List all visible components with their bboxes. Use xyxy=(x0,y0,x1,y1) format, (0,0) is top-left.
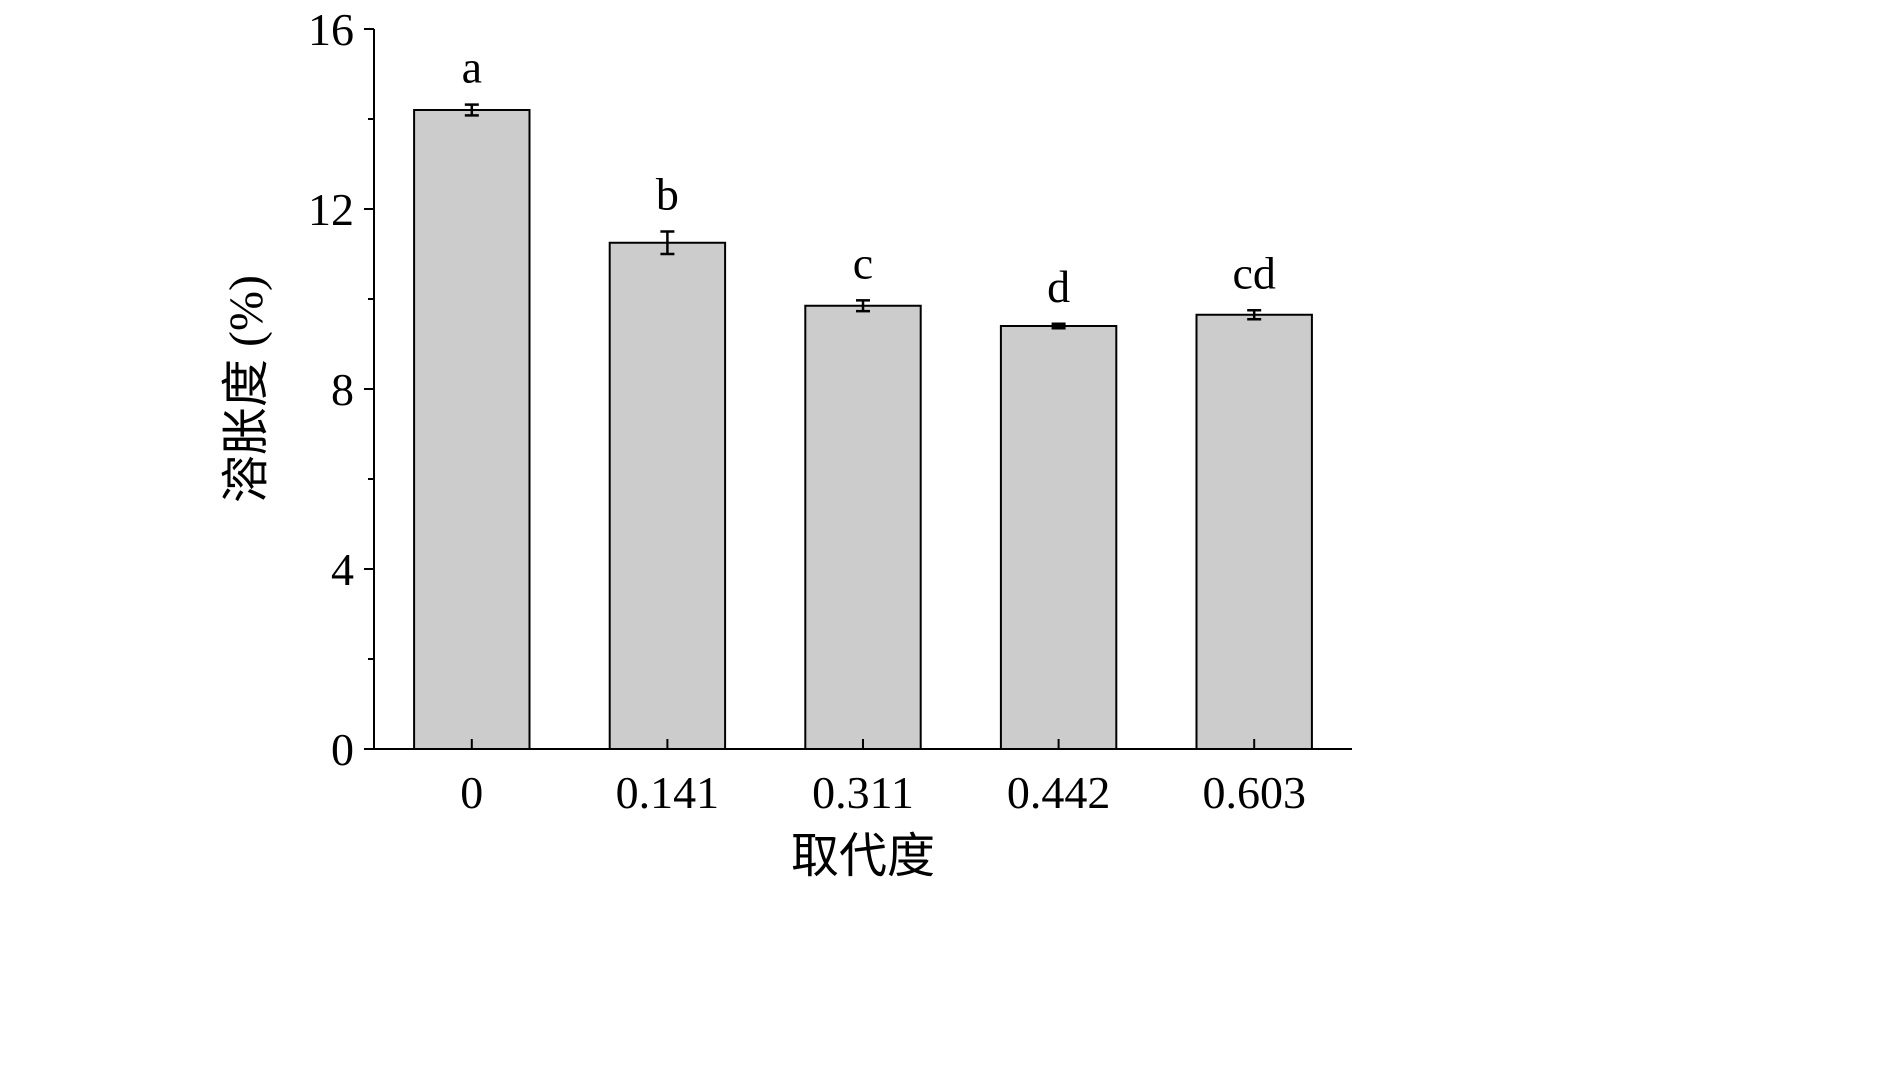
significance-letter: b xyxy=(656,169,679,220)
x-tick-label: 0.442 xyxy=(1007,767,1111,818)
plot-area: abc d cd xyxy=(413,42,1313,750)
y-tick-label: 12 xyxy=(308,184,354,235)
bar xyxy=(999,325,1118,750)
x-axis-title: 取代度 xyxy=(791,830,935,883)
y-tick-label: 16 xyxy=(308,4,354,55)
bar xyxy=(804,304,922,750)
y-axis-ticks: 0 4 8 12 16 xyxy=(308,4,374,775)
x-tick-label: 0.603 xyxy=(1202,767,1306,818)
bar xyxy=(608,241,727,750)
bar xyxy=(1195,313,1313,750)
bar xyxy=(413,109,531,750)
x-tick-label: 0.141 xyxy=(616,767,720,818)
significance-letter: c xyxy=(853,237,873,288)
significance-letter: cd xyxy=(1232,247,1275,298)
y-tick-label: 4 xyxy=(331,544,354,595)
y-tick-label: 8 xyxy=(331,364,354,415)
significance-letter: a xyxy=(462,42,482,93)
y-tick-label: 0 xyxy=(331,724,354,775)
x-axis-ticks: 0 0.141 0.311 0.442 0.603 xyxy=(460,739,1306,818)
x-tick-label: 0 xyxy=(460,767,483,818)
x-tick-label: 0.311 xyxy=(812,767,914,818)
y-axis-title: 溶胀度 (%) xyxy=(220,275,273,503)
significance-letter: d xyxy=(1047,261,1070,312)
